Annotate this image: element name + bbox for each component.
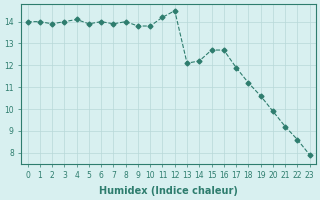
X-axis label: Humidex (Indice chaleur): Humidex (Indice chaleur) <box>99 186 238 196</box>
